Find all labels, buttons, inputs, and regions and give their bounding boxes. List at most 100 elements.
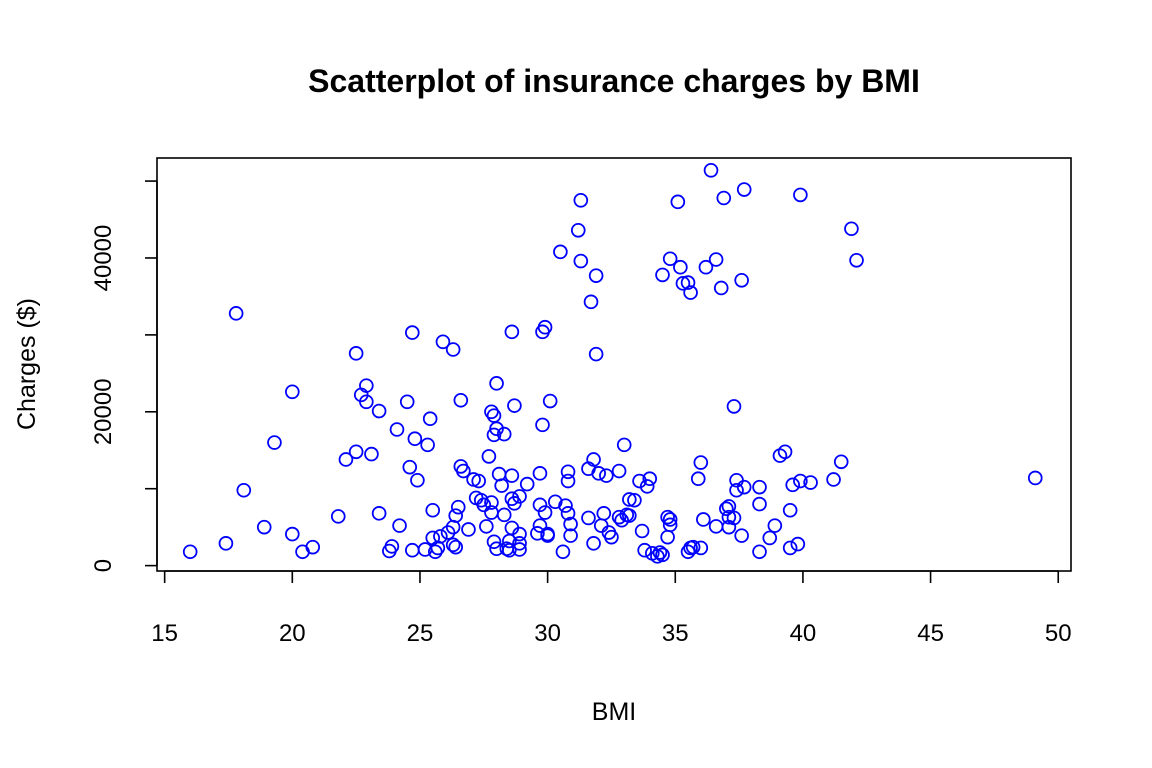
data-point [453, 392, 469, 408]
data-point [736, 182, 752, 197]
data-point [445, 342, 461, 357]
data-point [762, 530, 778, 546]
data-point [285, 526, 300, 542]
data-point [596, 506, 612, 521]
data-point [384, 539, 400, 554]
y-axis: 0 20000 40000 [90, 180, 158, 572]
data-point [537, 319, 553, 335]
y-tick-label: 0 [90, 559, 117, 572]
data-point [425, 502, 441, 518]
data-point [496, 426, 512, 442]
data-point [494, 478, 509, 493]
data-point [445, 537, 461, 553]
data-point [793, 473, 808, 489]
data-point [371, 506, 387, 521]
data-point [790, 536, 806, 552]
plot-frame [156, 157, 1072, 572]
x-tick-label: 20 [279, 620, 306, 647]
data-point [662, 512, 678, 527]
data-point [637, 542, 652, 558]
data-point [729, 482, 744, 498]
data-point [693, 540, 709, 556]
data-point [532, 497, 548, 513]
data-point [422, 411, 438, 427]
data-point [228, 306, 244, 321]
data-point [433, 529, 448, 544]
x-tick-label: 50 [1045, 620, 1072, 647]
data-point [662, 251, 678, 267]
data-point [627, 492, 642, 508]
data-point [573, 192, 589, 208]
data-point [560, 464, 576, 480]
data-point [507, 398, 522, 413]
data-point [675, 276, 691, 291]
data-point [540, 528, 555, 543]
data-point [683, 285, 698, 300]
data-point [1027, 470, 1043, 486]
data-point [634, 523, 650, 539]
data-point [448, 539, 464, 555]
data-point [616, 437, 632, 453]
data-point [410, 472, 425, 488]
data-point [256, 519, 272, 535]
data-point [849, 252, 864, 268]
data-point [591, 466, 606, 481]
data-point [427, 544, 443, 560]
data-point [420, 437, 435, 453]
data-point [547, 494, 563, 510]
data-point [479, 519, 494, 534]
data-point [685, 539, 701, 555]
data-point [660, 509, 675, 525]
data-point [588, 268, 604, 283]
data-point [673, 259, 688, 275]
x-tick-label: 45 [917, 620, 944, 647]
data-point [348, 346, 364, 361]
data-point [698, 259, 714, 275]
data-point [721, 509, 737, 525]
data-point [430, 540, 446, 556]
data-point [399, 394, 415, 410]
data-point [285, 384, 300, 400]
data-point [519, 476, 535, 492]
y-axis-label: Charges ($) [13, 298, 41, 430]
data-point [752, 496, 767, 512]
data-point [777, 444, 793, 460]
data-points [182, 163, 1043, 564]
data-point [670, 194, 686, 210]
data-point [570, 222, 586, 238]
data-point [558, 498, 573, 513]
data-point [471, 473, 486, 489]
data-point [588, 346, 604, 362]
data-point [440, 525, 456, 540]
data-point [560, 506, 576, 521]
data-point [622, 492, 637, 507]
x-axis: 15 20 25 30 35 40 45 50 [151, 570, 1072, 647]
x-tick-label: 40 [790, 620, 817, 647]
data-point [604, 529, 619, 545]
data-point [305, 539, 321, 555]
data-point [456, 463, 471, 479]
data-point [435, 334, 451, 350]
data-point [348, 444, 364, 460]
x-tick-label: 30 [534, 620, 561, 647]
data-point [599, 468, 614, 483]
data-point [655, 267, 670, 283]
data-point [696, 512, 711, 527]
data-point [555, 544, 571, 560]
data-point [512, 489, 527, 504]
data-point [581, 510, 596, 526]
data-point [504, 324, 520, 340]
data-point [461, 522, 476, 537]
data-point [782, 540, 798, 556]
data-point [484, 404, 499, 420]
y-tick-label: 40000 [90, 225, 117, 292]
data-point [405, 325, 420, 340]
data-point [803, 475, 818, 490]
data-point [182, 544, 198, 560]
data-point [481, 449, 497, 464]
data-point [338, 452, 354, 467]
x-tick-label: 15 [151, 620, 178, 647]
data-point [484, 495, 499, 510]
data-point [512, 526, 527, 542]
